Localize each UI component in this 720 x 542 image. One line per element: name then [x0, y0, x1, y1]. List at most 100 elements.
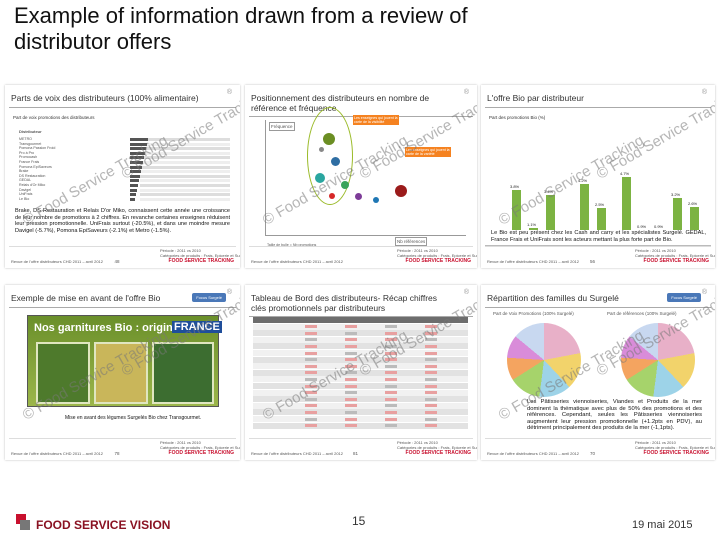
page-number: 81 — [353, 451, 359, 456]
brand: FOOD SERVICE TRACKING — [643, 258, 709, 264]
footer-rule — [249, 438, 473, 439]
footer-rule — [485, 438, 711, 439]
plot-area — [265, 120, 466, 236]
table-cell — [425, 338, 437, 342]
bar-label: 0.9% — [654, 224, 664, 230]
row-band — [140, 197, 230, 201]
table-cell — [345, 351, 357, 355]
table-cell — [385, 371, 397, 375]
period: Période : 2011 vs 2010 — [160, 440, 201, 445]
table-row — [253, 409, 468, 416]
table-row — [253, 396, 468, 403]
table-cell — [425, 358, 437, 362]
bar — [546, 195, 555, 243]
row-band — [140, 142, 230, 146]
row-label: France Frais — [19, 160, 40, 164]
brand: FOOD SERVICE TRACKING — [168, 258, 234, 264]
table-cell — [425, 404, 437, 408]
row-bar — [130, 170, 141, 174]
registered: ® — [226, 289, 232, 296]
table-cell — [425, 364, 437, 368]
row-bar — [130, 174, 140, 178]
page-number: 15 — [352, 514, 366, 528]
banner: Nos garnitures Bio : origine — [34, 322, 179, 334]
bar — [580, 184, 589, 243]
bar-label: 4.7% — [620, 171, 630, 177]
row-band — [140, 161, 230, 164]
table-cell — [305, 344, 317, 348]
table-cell — [385, 391, 397, 395]
row-label: Pomona Passion Froid — [19, 146, 56, 151]
registered: ® — [463, 289, 469, 296]
bar-label: 3.8% — [510, 183, 520, 189]
footer-rule — [9, 246, 236, 247]
bar — [512, 189, 521, 243]
thumbnail: Exemple de mise en avant de l'offre Bio ®… — [5, 285, 240, 460]
period: Période : 2011 vs 2010 — [635, 248, 676, 253]
table-row — [253, 350, 468, 356]
page-number: 70 — [590, 451, 596, 456]
footer-rule — [249, 246, 473, 247]
footer-logo: FOOD SERVICE VISION — [36, 518, 171, 532]
box-a: Les enseignes qui jouent la carte de la … — [353, 115, 399, 125]
table-cell — [305, 391, 317, 395]
date: 19 mai 2015 — [632, 519, 693, 531]
row-label: UniFrais — [19, 192, 33, 197]
row-label: DS Restauration — [19, 173, 46, 178]
table-row — [253, 363, 468, 370]
row-band — [140, 174, 230, 178]
row-bar — [130, 151, 145, 155]
table-row — [253, 343, 468, 350]
table-cell — [425, 377, 437, 381]
scope: Catégories de produits : Frais, Epicerie… — [397, 253, 477, 258]
row-label: Transgourmet — [19, 141, 42, 146]
bubble — [323, 133, 335, 145]
scope: Catégories de produits : Frais, Epicerie… — [160, 253, 240, 258]
table-cell — [385, 377, 397, 381]
table-row — [253, 330, 468, 337]
table-cell — [305, 377, 317, 381]
focus-badge: Focus Surgelé — [667, 293, 701, 302]
period: Période : 2011 vs 2010 — [635, 440, 676, 445]
table-cell — [305, 358, 317, 362]
subtitle: Part de voix promotions des distributeur… — [13, 115, 95, 120]
row-bar — [130, 165, 142, 169]
scope: Catégories de produits : Frais, Epicerie… — [397, 445, 477, 450]
row-band — [140, 188, 230, 192]
row-band — [140, 165, 230, 169]
table-cell — [385, 358, 397, 362]
row-band — [140, 138, 230, 141]
scope: Catégories de produits : Frais, Epicerie… — [635, 445, 715, 450]
thumbnail-title: Positionnement des distributeurs en nomb… — [251, 93, 430, 113]
ellipse — [307, 107, 353, 205]
row-bar — [130, 184, 138, 187]
brand: FOOD SERVICE TRACKING — [168, 450, 234, 456]
row-bar — [130, 193, 136, 197]
table-cell — [345, 391, 357, 395]
row-label: Brake — [19, 169, 29, 174]
table-cell — [425, 397, 437, 401]
row-bar — [130, 188, 137, 192]
table-row — [253, 323, 468, 330]
logo-square — [20, 520, 30, 530]
photo — [152, 342, 214, 404]
banner-strong: FRANCE — [172, 321, 222, 333]
table-cell — [425, 351, 437, 355]
table-cell — [345, 424, 357, 428]
thumbnail: Positionnement des distributeurs en nomb… — [245, 85, 477, 268]
footer-rule — [485, 246, 711, 247]
table-cell — [385, 384, 397, 388]
registered: ® — [701, 89, 707, 96]
column-header: Distributeur — [19, 129, 42, 134]
table-cell — [345, 404, 357, 408]
bar-label: 2.6% — [688, 200, 698, 206]
scope: Catégories de produits : Frais, Epicerie… — [635, 253, 715, 258]
table-cell — [345, 377, 357, 381]
y-label: Fréquence — [269, 122, 295, 131]
table-row — [253, 402, 468, 409]
row-bar — [130, 161, 143, 164]
table-cell — [425, 410, 437, 414]
table-row — [253, 317, 468, 323]
analysis-text: Les Pâtisseries viennoiseries, Viandes e… — [527, 399, 702, 432]
page-number: 48 — [114, 259, 120, 264]
